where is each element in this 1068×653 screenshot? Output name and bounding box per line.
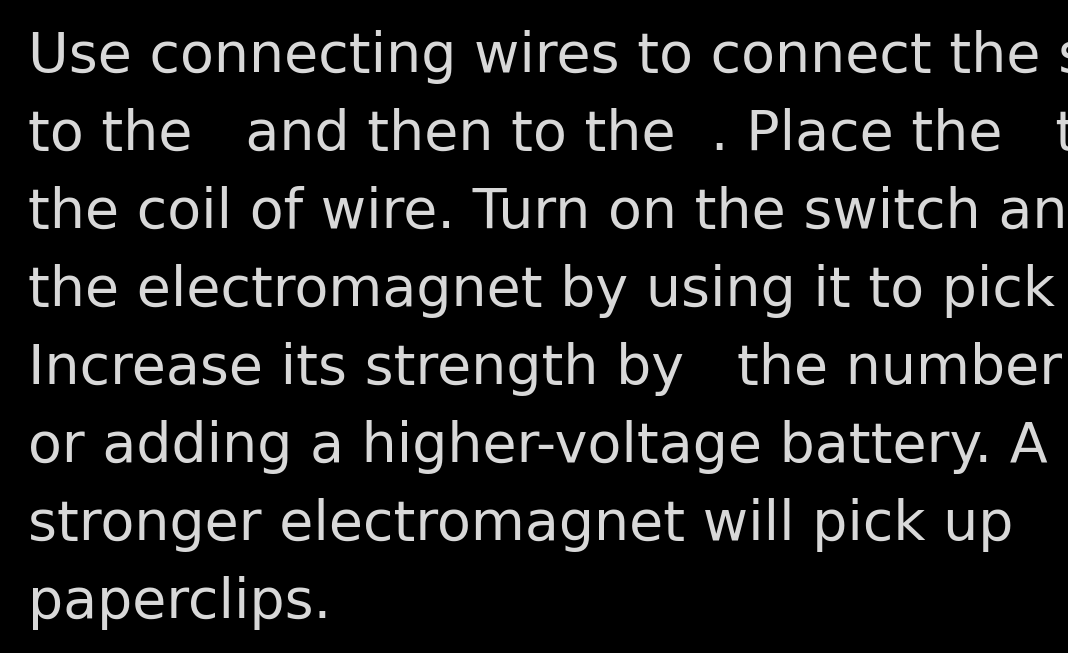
Text: the coil of wire. Turn on the switch and test: the coil of wire. Turn on the switch and…: [28, 186, 1068, 240]
Text: paperclips.: paperclips.: [28, 576, 331, 630]
Text: stronger electromagnet will pick up: stronger electromagnet will pick up: [28, 498, 1014, 552]
Text: to the   and then to the  . Place the   through: to the and then to the . Place the throu…: [28, 108, 1068, 162]
Text: or adding a higher-voltage battery. A: or adding a higher-voltage battery. A: [28, 420, 1048, 474]
Text: the electromagnet by using it to pick up  .: the electromagnet by using it to pick up…: [28, 264, 1068, 318]
Text: Increase its strength by   the number of coils: Increase its strength by the number of c…: [28, 342, 1068, 396]
Text: Use connecting wires to connect the switch: Use connecting wires to connect the swit…: [28, 30, 1068, 84]
